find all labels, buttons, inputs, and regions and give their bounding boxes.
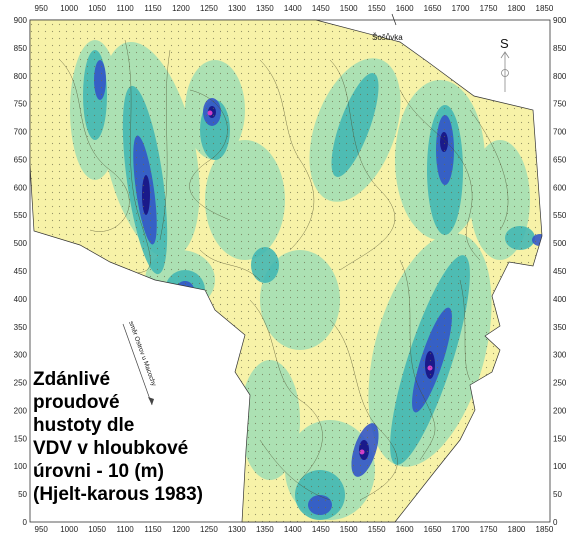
x-tick-label: 1650 — [424, 525, 442, 534]
y-tick-label: 400 — [14, 295, 28, 304]
x-tick-label: 1200 — [172, 525, 190, 534]
x-tick-label: 1600 — [396, 525, 414, 534]
y-tick-label: 0 — [553, 518, 558, 527]
x-tick-label: 1000 — [60, 4, 78, 13]
x-tick-label: 1350 — [256, 525, 274, 534]
y-tick-label: 650 — [553, 155, 567, 164]
y-tick-label: 800 — [14, 72, 28, 81]
y-axis-left: 9008508007507006506005505004504003503002… — [14, 16, 28, 527]
x-tick-label: 1050 — [88, 4, 106, 13]
map-caption: Zdánlivé proudové hustoty dle VDV v hlou… — [33, 368, 253, 506]
x-tick-label: 1500 — [340, 525, 358, 534]
caption-line: úrovni - 10 (m) — [33, 461, 164, 482]
y-tick-label: 900 — [14, 16, 28, 25]
y-tick-label: 500 — [553, 239, 567, 248]
x-tick-label: 1700 — [452, 525, 470, 534]
x-tick-label: 1150 — [144, 4, 162, 13]
caption-line: hustoty dle — [33, 415, 135, 436]
caption-line: Zdánlivé — [33, 369, 111, 390]
direction-arrow — [122, 323, 154, 406]
y-tick-label: 800 — [553, 72, 567, 81]
y-tick-label: 450 — [553, 267, 567, 276]
y-tick-label: 200 — [553, 406, 567, 415]
y-tick-label: 450 — [14, 267, 28, 276]
y-tick-label: 900 — [553, 16, 567, 25]
y-tick-label: 150 — [553, 434, 567, 443]
x-axis-bottom: 950 1000 1050 1100 1150 1200 1250 1300 1350 1400 1… — [35, 525, 554, 534]
x-tick-label: 1300 — [228, 525, 246, 534]
x-tick-label: 1400 — [284, 4, 302, 13]
compass: S — [500, 36, 510, 92]
x-tick-label: 1100 — [116, 4, 134, 13]
y-tick-label: 50 — [553, 490, 562, 499]
village-label: Šošůvka — [372, 33, 403, 42]
y-tick-label: 250 — [14, 379, 28, 388]
y-tick-label: 350 — [14, 323, 28, 332]
village-marker — [391, 13, 397, 26]
y-tick-label: 500 — [14, 239, 28, 248]
x-tick-label: 1250 — [200, 4, 218, 13]
x-tick-label: 1850 — [536, 4, 554, 13]
y-tick-label: 650 — [14, 155, 28, 164]
x-tick-label: 1450 — [312, 4, 330, 13]
y-tick-label: 700 — [14, 128, 28, 137]
y-tick-label: 350 — [553, 323, 567, 332]
x-tick-label: 1850 — [536, 525, 554, 534]
x-tick-label: 1650 — [424, 4, 442, 13]
x-tick-label: 1450 — [312, 525, 330, 534]
x-tick-label: 1350 — [256, 4, 274, 13]
x-tick-label: 1550 — [368, 525, 386, 534]
y-tick-label: 50 — [18, 490, 27, 499]
y-tick-label: 150 — [14, 434, 28, 443]
y-tick-label: 100 — [553, 462, 567, 471]
x-axis-top: 950 1000 1050 1100 1150 1200 1250 1300 1350 1400 1… — [35, 4, 554, 13]
y-tick-label: 850 — [553, 44, 567, 53]
map-region-outline — [29, 19, 543, 523]
y-tick-label: 750 — [14, 100, 28, 109]
y-tick-label: 750 — [553, 100, 567, 109]
x-tick-label: 1050 — [88, 525, 106, 534]
x-tick-label: 1150 — [144, 525, 162, 534]
y-tick-label: 300 — [553, 351, 567, 360]
y-tick-label: 250 — [553, 379, 567, 388]
y-tick-label: 600 — [553, 183, 567, 192]
x-tick-label: 1600 — [396, 4, 414, 13]
y-tick-label: 100 — [14, 462, 28, 471]
x-tick-label: 1750 — [480, 4, 498, 13]
x-tick-label: 950 — [35, 4, 49, 13]
x-tick-label: 1100 — [116, 525, 134, 534]
y-tick-label: 0 — [23, 518, 28, 527]
y-tick-label: 550 — [553, 211, 567, 220]
x-tick-label: 1200 — [172, 4, 190, 13]
caption-line: VDV v hloubkové — [33, 438, 189, 459]
y-tick-label: 400 — [553, 295, 567, 304]
y-tick-label: 200 — [14, 406, 28, 415]
compass-letter: S — [500, 36, 509, 51]
x-tick-label: 1250 — [200, 525, 218, 534]
y-tick-label: 700 — [553, 128, 567, 137]
y-axis-right: 9008508007507006506005505004504003503002… — [553, 16, 567, 527]
x-tick-label: 1750 — [480, 525, 498, 534]
caption-line: proudové — [33, 392, 120, 413]
x-tick-label: 1700 — [452, 4, 470, 13]
x-tick-label: 1500 — [340, 4, 358, 13]
x-tick-label: 1550 — [368, 4, 386, 13]
y-tick-label: 300 — [14, 351, 28, 360]
x-tick-label: 1800 — [508, 4, 526, 13]
y-tick-label: 850 — [14, 44, 28, 53]
caption-line: (Hjelt-karous 1983) — [33, 484, 204, 505]
y-tick-label: 550 — [14, 211, 28, 220]
x-tick-label: 1800 — [508, 525, 526, 534]
y-tick-label: 600 — [14, 183, 28, 192]
x-tick-label: 1300 — [228, 4, 246, 13]
x-tick-label: 950 — [35, 525, 49, 534]
x-tick-label: 1000 — [60, 525, 78, 534]
x-tick-label: 1400 — [284, 525, 302, 534]
